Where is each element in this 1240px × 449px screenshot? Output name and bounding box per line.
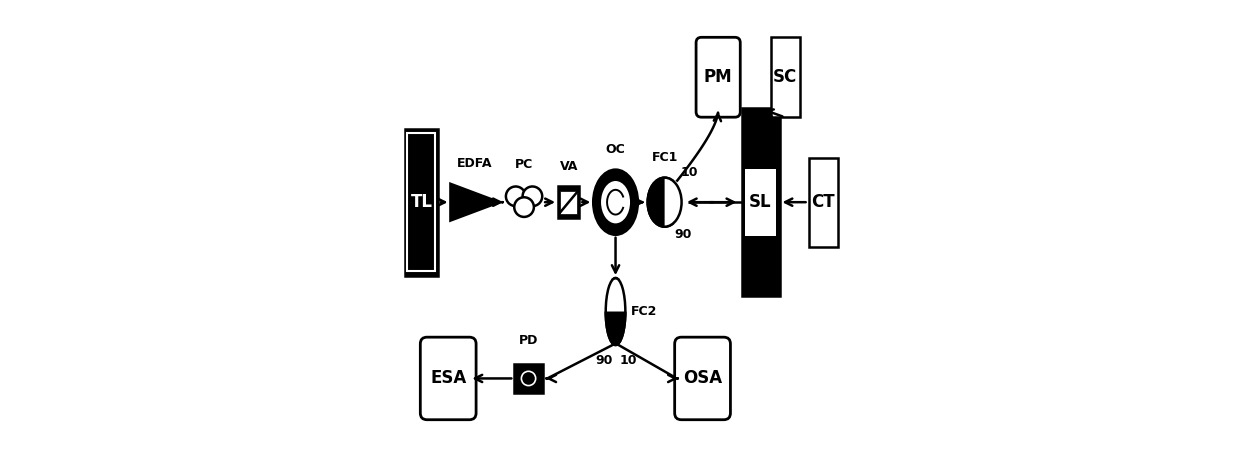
Text: PM: PM xyxy=(704,68,733,86)
FancyBboxPatch shape xyxy=(675,337,730,420)
Text: ESA: ESA xyxy=(430,370,466,387)
Bar xyxy=(515,364,543,393)
Wedge shape xyxy=(665,178,688,226)
Text: EDFA: EDFA xyxy=(458,158,492,171)
FancyBboxPatch shape xyxy=(696,37,740,117)
Text: FC1: FC1 xyxy=(651,151,678,164)
Text: SL: SL xyxy=(749,193,771,211)
Text: OC: OC xyxy=(605,143,625,156)
Text: PC: PC xyxy=(515,158,533,171)
Wedge shape xyxy=(583,279,647,312)
Ellipse shape xyxy=(601,181,630,223)
Bar xyxy=(408,133,435,271)
Text: FC2: FC2 xyxy=(631,305,657,318)
Text: VA: VA xyxy=(559,160,578,173)
Text: TL: TL xyxy=(410,193,433,211)
Text: 10: 10 xyxy=(619,354,637,367)
Text: 90: 90 xyxy=(595,354,613,367)
Bar xyxy=(742,109,780,296)
Bar xyxy=(558,186,579,218)
Text: OSA: OSA xyxy=(683,370,722,387)
Text: PD: PD xyxy=(518,334,538,347)
FancyBboxPatch shape xyxy=(420,337,476,420)
Bar xyxy=(808,158,837,247)
Text: SC: SC xyxy=(773,68,797,86)
Text: CT: CT xyxy=(811,193,835,211)
Bar xyxy=(560,190,577,214)
Circle shape xyxy=(521,371,536,386)
Ellipse shape xyxy=(593,170,637,235)
Ellipse shape xyxy=(605,278,625,345)
Circle shape xyxy=(506,186,526,206)
Bar xyxy=(745,169,776,236)
Polygon shape xyxy=(450,184,500,220)
Circle shape xyxy=(515,197,534,217)
Circle shape xyxy=(522,186,542,206)
Text: 90: 90 xyxy=(675,228,692,241)
Ellipse shape xyxy=(647,178,682,227)
Text: 10: 10 xyxy=(681,166,698,179)
Bar xyxy=(404,128,438,276)
Bar xyxy=(770,37,800,117)
